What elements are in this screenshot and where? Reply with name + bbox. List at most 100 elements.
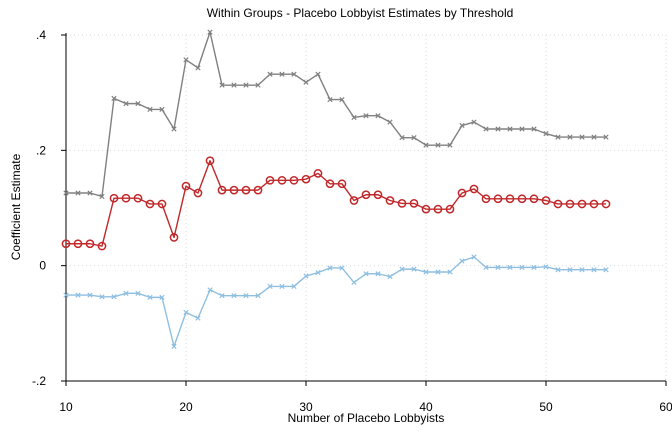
data-point xyxy=(435,269,441,275)
data-point xyxy=(577,199,587,209)
data-point xyxy=(301,174,311,184)
data-point xyxy=(315,71,321,77)
data-point xyxy=(265,175,275,185)
data-point xyxy=(289,175,299,185)
data-point xyxy=(579,134,585,140)
data-point xyxy=(181,181,191,191)
data-point xyxy=(543,264,549,270)
data-point xyxy=(169,233,179,242)
data-point xyxy=(157,199,167,209)
data-point xyxy=(279,283,285,290)
data-point xyxy=(349,196,359,205)
data-point xyxy=(409,199,419,208)
data-point xyxy=(243,82,249,88)
data-point xyxy=(277,175,287,185)
data-point xyxy=(423,142,429,148)
x-tick-label: 30 xyxy=(299,400,313,414)
series-2 xyxy=(61,156,611,251)
data-point xyxy=(601,199,611,209)
data-point xyxy=(111,95,117,102)
data-point xyxy=(205,156,215,166)
data-point xyxy=(217,185,227,195)
data-point xyxy=(97,241,107,251)
data-point xyxy=(219,293,225,299)
data-point xyxy=(531,126,537,132)
data-point xyxy=(541,196,551,205)
data-point xyxy=(397,199,407,208)
data-point xyxy=(375,113,381,119)
data-point xyxy=(75,292,81,298)
data-point xyxy=(565,199,575,209)
data-point xyxy=(325,179,335,189)
data-point xyxy=(171,126,177,132)
data-point xyxy=(457,188,467,198)
x-tick-label: 60 xyxy=(659,400,672,414)
data-point xyxy=(255,293,261,299)
data-point xyxy=(507,126,513,132)
data-point xyxy=(591,267,597,273)
data-point xyxy=(603,267,609,273)
data-point xyxy=(363,113,369,119)
data-point xyxy=(529,194,539,204)
data-point xyxy=(99,294,105,300)
data-point xyxy=(133,193,143,203)
data-point xyxy=(399,135,405,141)
data-point xyxy=(447,269,453,275)
data-point xyxy=(267,71,273,77)
data-point xyxy=(387,119,393,125)
data-point xyxy=(471,119,477,125)
data-point xyxy=(339,96,345,103)
data-point xyxy=(315,269,321,276)
data-point xyxy=(171,343,177,350)
data-point xyxy=(567,267,573,273)
data-point xyxy=(63,190,69,196)
data-point xyxy=(337,179,347,189)
data-point xyxy=(517,194,527,204)
data-point xyxy=(291,71,297,77)
data-point xyxy=(363,271,369,277)
data-point xyxy=(159,294,165,301)
data-point xyxy=(195,315,201,321)
data-point xyxy=(519,264,525,271)
data-point xyxy=(135,290,141,296)
series-line xyxy=(66,256,606,348)
data-point xyxy=(255,82,261,88)
data-point xyxy=(195,65,201,71)
data-point xyxy=(543,130,549,137)
data-point xyxy=(555,267,561,273)
data-point xyxy=(433,204,443,214)
data-point xyxy=(267,283,273,290)
data-point xyxy=(507,264,513,271)
data-point xyxy=(183,57,189,63)
data-point xyxy=(387,273,393,280)
data-point xyxy=(231,82,237,88)
data-point xyxy=(99,193,105,200)
data-point xyxy=(75,190,81,196)
data-point xyxy=(483,264,489,271)
data-point xyxy=(589,199,599,209)
y-axis-title: Coefficient Estimate xyxy=(9,153,23,260)
data-point xyxy=(123,290,129,296)
data-point xyxy=(567,134,573,140)
y-tick-label: .2 xyxy=(36,143,46,157)
data-point xyxy=(411,266,417,272)
data-point xyxy=(447,142,453,148)
data-point xyxy=(123,100,129,107)
x-tick-label: 20 xyxy=(179,400,193,414)
series-line xyxy=(66,31,606,198)
data-point xyxy=(231,293,237,299)
data-point xyxy=(159,106,165,113)
data-point xyxy=(303,273,309,279)
data-point xyxy=(61,239,71,249)
data-point xyxy=(603,134,609,140)
data-point xyxy=(373,190,383,200)
data-point xyxy=(351,279,357,286)
data-point xyxy=(339,265,345,271)
data-point xyxy=(471,254,477,260)
data-point xyxy=(579,267,585,273)
data-point xyxy=(555,134,561,140)
series-layer xyxy=(61,29,611,350)
x-tick-label: 40 xyxy=(419,400,433,414)
data-point xyxy=(147,106,153,113)
